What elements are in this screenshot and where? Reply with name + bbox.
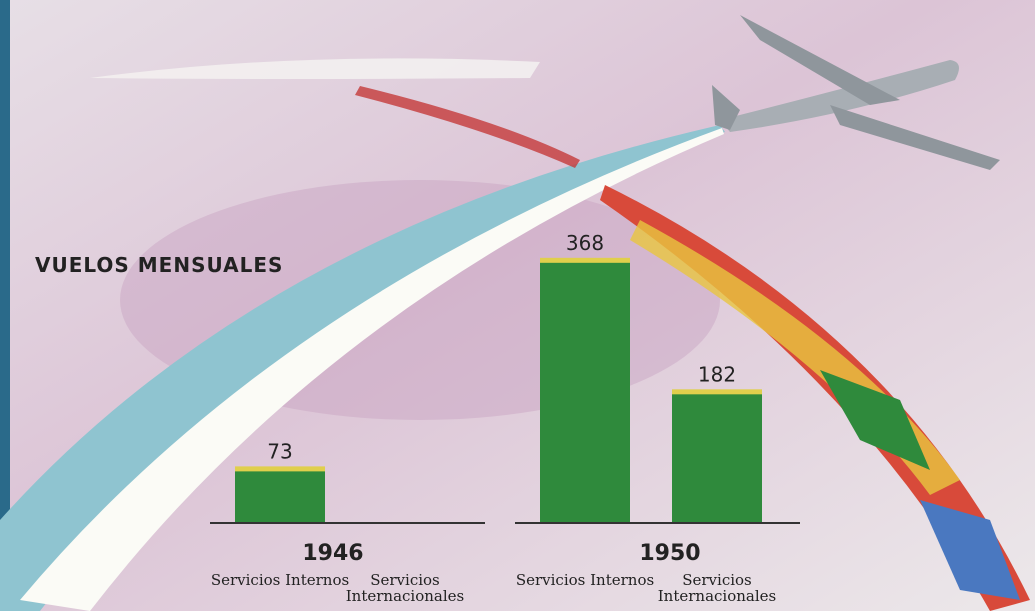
group-label: 1946 [302, 541, 363, 566]
bar-top [235, 466, 325, 471]
bar [672, 393, 762, 522]
category-label: Servicios Internos [510, 572, 660, 588]
group-label: 1950 [639, 541, 700, 566]
value-label: 368 [566, 231, 604, 255]
poster: VUELOS MENSUALES 1946 73 1950 368 182 Servic… [0, 0, 1035, 611]
value-label: 182 [698, 362, 736, 386]
value-label: 73 [267, 439, 292, 463]
category-label: Servicios Internacionales [642, 572, 792, 604]
bar [540, 262, 630, 522]
chart-title: VUELOS MENSUALES [35, 253, 283, 277]
category-label: Servicios Internacionales [330, 572, 480, 604]
chart: VUELOS MENSUALES 1946 73 1950 368 182 [0, 0, 1035, 611]
bar-top [540, 258, 630, 263]
bar [235, 470, 325, 522]
bar-top [672, 389, 762, 394]
